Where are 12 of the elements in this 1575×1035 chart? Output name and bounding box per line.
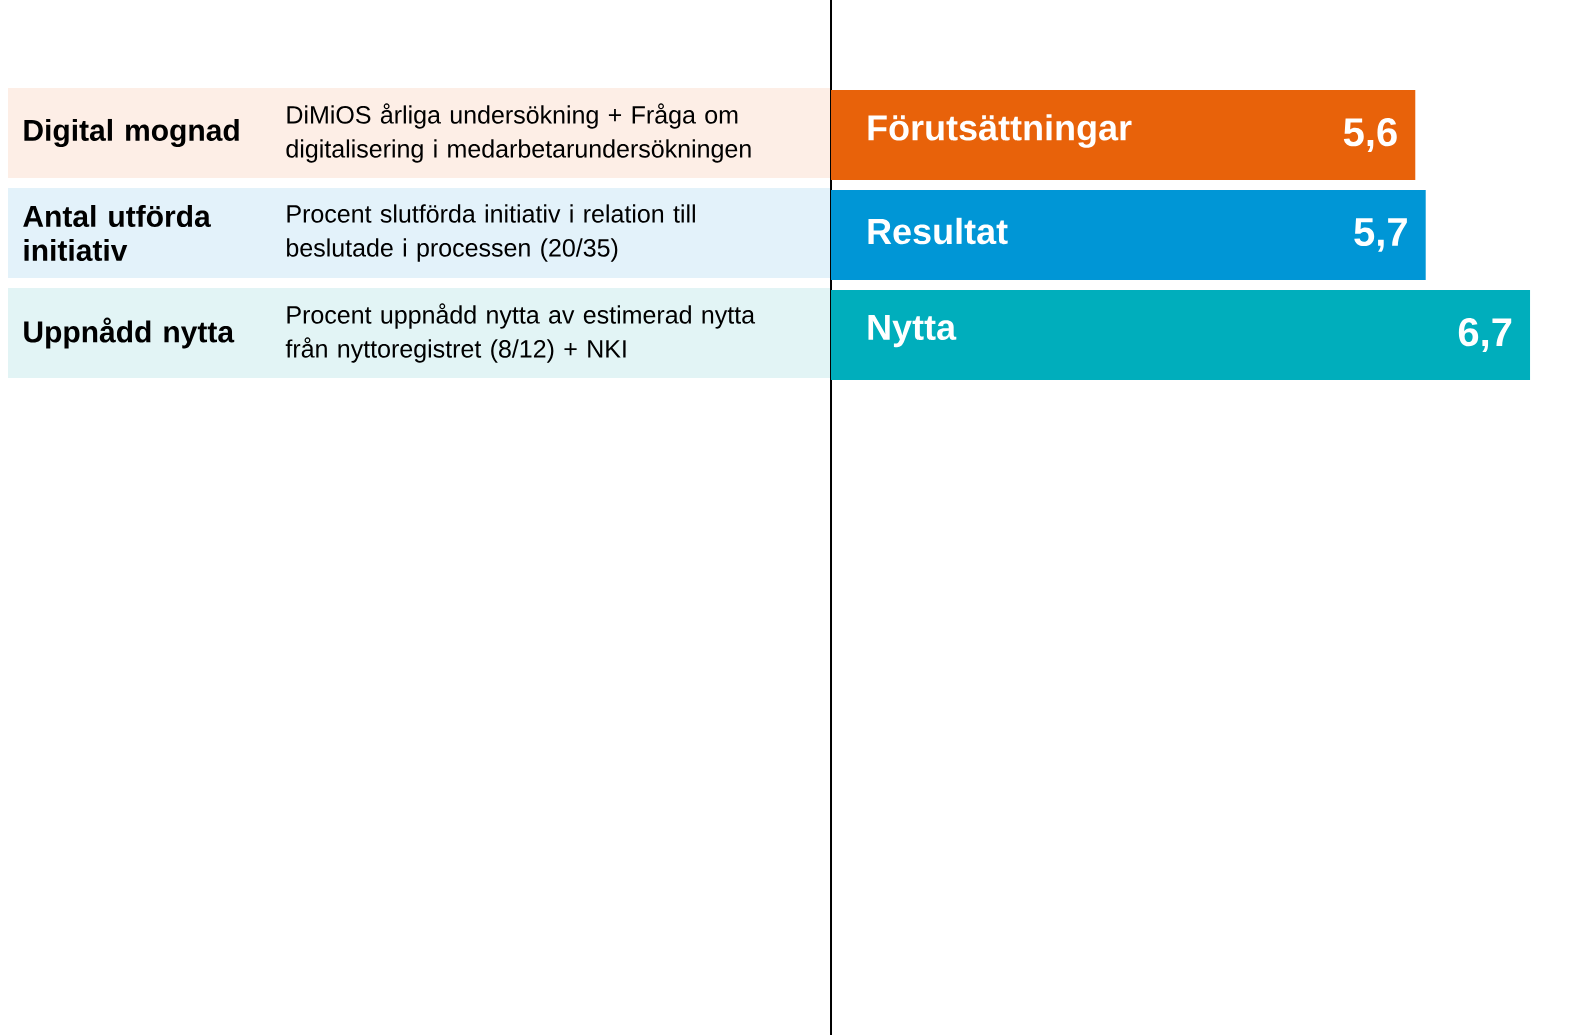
text: Uppnådd nytta [24, 317, 235, 349]
text: DiMiOS årliga undersökning + Fråga om digitalisering i medarbetarundersökningen [286, 103, 751, 163]
text: Procent uppnådd nytta av estimerad nytta från nyttoregistret (8/12) + NKI [285, 303, 756, 363]
data-label: 5,7 [1354, 218, 1407, 252]
text: Digital mognad [24, 118, 239, 148]
y-tick-label: Förutsättningar [868, 114, 1132, 148]
text: Procent slutförda initiativ i relation till beslutade i processen (20/35) [287, 204, 695, 262]
text: Antal utförda initiativ [23, 204, 211, 262]
data-label: 6,7 [1458, 317, 1512, 353]
data-label: 5,6 [1343, 117, 1397, 153]
y-tick-label: Resultat [868, 217, 1008, 245]
y-tick-label: Nytta [868, 314, 957, 348]
